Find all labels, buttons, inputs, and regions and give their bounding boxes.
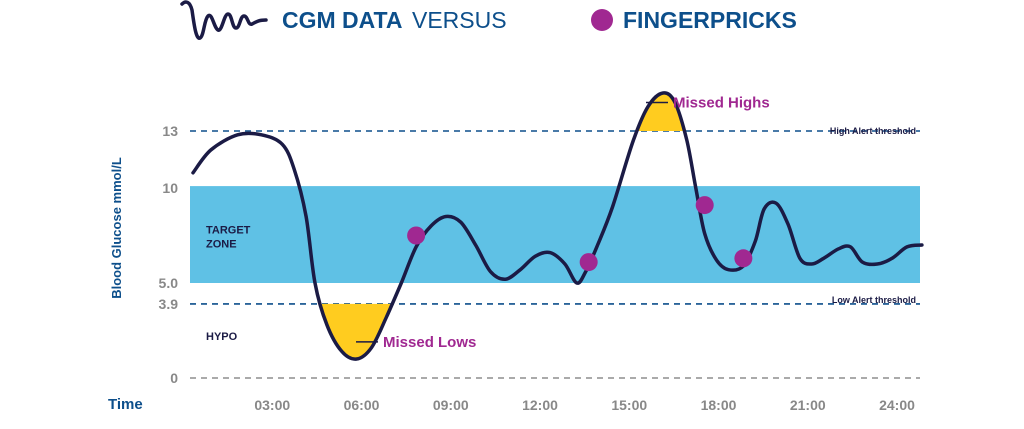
legend-fingerprick-dot [591,9,613,31]
y-tick-label: 3.9 [159,296,179,312]
low-alert-threshold-label: Low Alert threshold [832,295,916,305]
x-axis-ticks: 03:00 06:00 09:00 12:00 15:00 18:00 21:00 24:00 [254,397,915,413]
fingerprick-points [407,196,753,272]
y-tick-label: 0 [170,370,178,386]
legend-versus-label: VERSUS [412,7,507,33]
x-tick-label: 09:00 [433,397,469,413]
y-tick-label: 10 [162,180,178,196]
x-tick-label: 24:00 [879,397,915,413]
missed-highs-area [637,92,685,131]
y-axis-ticks: 0 3.9 5.0 10 13 [159,123,179,386]
x-tick-label: 15:00 [611,397,647,413]
x-tick-label: 12:00 [522,397,558,413]
x-axis-label: Time [108,396,143,413]
x-tick-label: 06:00 [344,397,380,413]
fingerprick-point [695,196,714,215]
high-alert-threshold-label: High Alert threshold [830,126,916,136]
x-tick-label: 03:00 [254,397,290,413]
hypo-zone-label: HYPO [206,331,238,343]
y-tick-label: 5.0 [159,275,179,291]
y-tick-label: 13 [162,123,178,139]
y-axis-label: Blood Glucose mmol/L [109,157,124,299]
missed-lows-annotation: Missed Lows [383,334,476,351]
missed-highs-annotation: Missed Highs [673,95,770,112]
fingerprick-point [734,249,753,268]
legend-cgm-label: CGM DATA [282,7,403,33]
target-zone-label-line-1: TARGET [206,225,251,237]
cgm-series-line [191,91,924,361]
x-tick-label: 21:00 [790,397,826,413]
x-tick-label: 18:00 [701,397,737,413]
target-zone-band [190,186,920,283]
fingerprick-point [579,253,598,272]
fingerprick-point [407,226,426,245]
legend: CGM DATA VERSUS FINGERPRICKS [180,0,797,40]
cgm-squiggle-icon [180,0,268,40]
target-zone-label-line-2: ZONE [206,239,237,251]
legend-fingerprick-label: FINGERPRICKS [623,7,797,33]
